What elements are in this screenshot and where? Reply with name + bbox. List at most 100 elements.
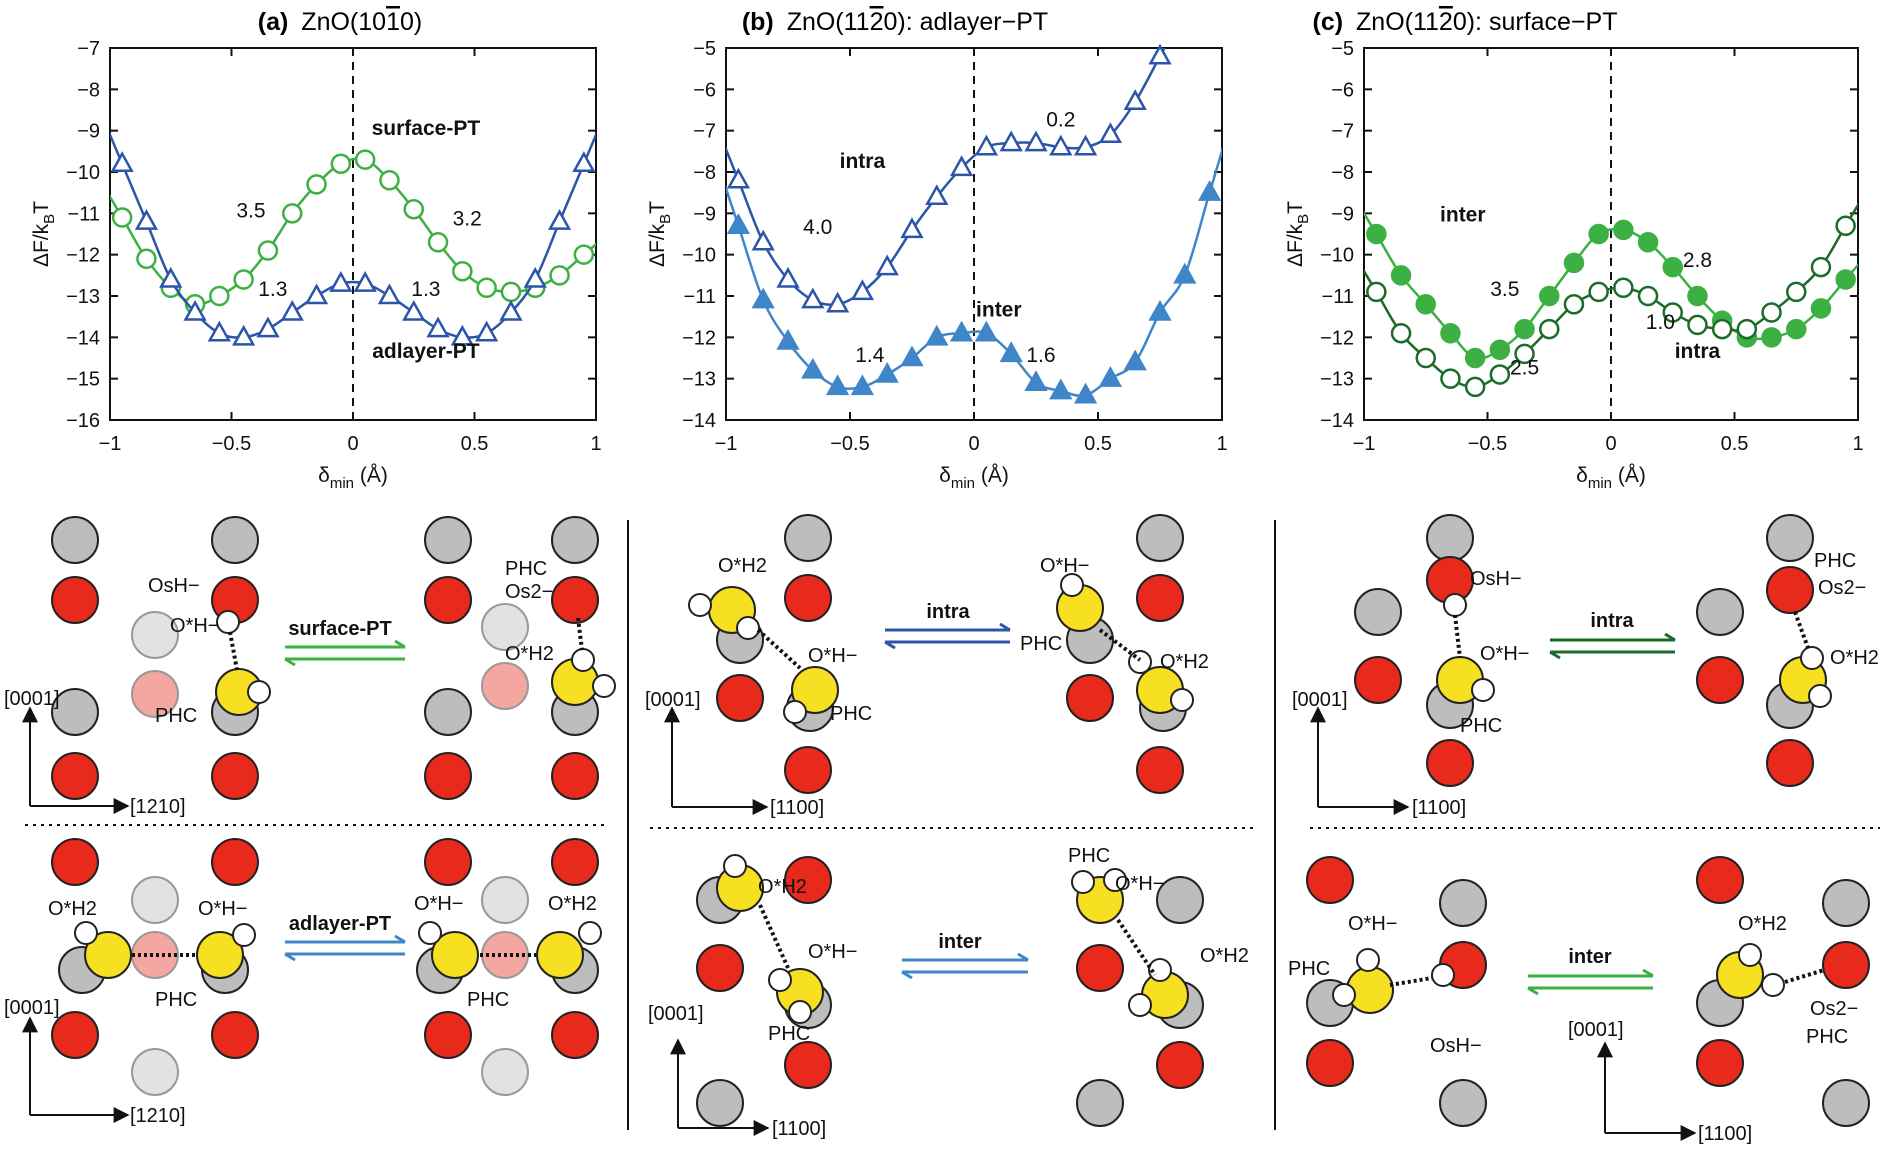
data-point — [726, 213, 751, 234]
data-point — [1539, 318, 1560, 340]
panel-c-title-text: ZnO(11 — [1356, 8, 1439, 36]
data-point — [1662, 302, 1683, 323]
data-point — [1024, 370, 1048, 392]
axis-label-vertical: [0001] — [648, 1003, 704, 1025]
arrow-label-surface-pt: surface-PT — [288, 618, 391, 640]
panel-a-title-text: ZnO(10 — [301, 8, 386, 36]
data-point — [232, 324, 256, 346]
arrow-backward — [1549, 650, 1675, 660]
data-point — [1098, 122, 1123, 144]
data-point — [949, 155, 974, 177]
data-point — [1123, 349, 1147, 371]
x-tick-label: 0 — [968, 433, 979, 455]
y-tick-label: −15 — [66, 369, 100, 391]
axis-label-horizontal: [1210] — [130, 1105, 186, 1127]
y-tick-label: −11 — [68, 203, 100, 225]
annotation: 3.5 — [1490, 278, 1519, 301]
x-tick-label: −1 — [715, 433, 738, 455]
data-point — [1440, 368, 1461, 389]
arrow-backward — [884, 640, 1010, 650]
arrow-forward — [902, 952, 1029, 962]
panel-b-top: O*H2 O*H− PHC O*H− PHC O*H2 intra [0001]… — [645, 514, 1209, 819]
data-point — [925, 184, 949, 206]
data-point — [726, 167, 751, 189]
annotation: 3.5 — [236, 199, 265, 222]
data-point — [1489, 364, 1511, 385]
data-point — [1073, 134, 1098, 156]
annotation: 2.8 — [1683, 249, 1712, 272]
arrow-forward — [885, 622, 1011, 632]
label-oh-right: O*H− — [1040, 555, 1089, 577]
y-tick-label: −13 — [1320, 369, 1354, 391]
x-tick-label: −0.5 — [830, 433, 869, 455]
label-oh: O*H− — [170, 615, 219, 637]
label-os2: Os2− — [505, 581, 553, 603]
y-tick-label: −6 — [693, 79, 716, 101]
data-point — [751, 287, 775, 309]
data-point — [1637, 232, 1659, 253]
axis-label-horizontal: [1100] — [770, 797, 824, 819]
data-point — [801, 287, 825, 309]
axis-label-horizontal: [1100] — [1412, 797, 1466, 819]
data-point — [1761, 302, 1782, 323]
x-tick-label: −0.5 — [212, 433, 251, 455]
data-point — [1197, 180, 1222, 201]
data-point — [850, 279, 875, 301]
data-point — [974, 134, 999, 156]
annotation: inter — [1440, 204, 1486, 227]
arrow-forward — [285, 639, 406, 649]
arrow-forward — [1550, 632, 1676, 642]
x-tick-label: −1 — [99, 433, 122, 455]
y-tick-label: −13 — [66, 286, 100, 308]
arrow-forward — [285, 934, 406, 944]
y-tick-label: −5 — [1331, 38, 1354, 60]
label-oh-left: O*H− — [1480, 643, 1529, 665]
data-point — [1073, 382, 1098, 404]
axis-label-vertical: [0001] — [645, 689, 701, 711]
annotation: surface-PT — [372, 117, 481, 140]
y-tick-label: −8 — [693, 162, 716, 184]
y-tick-label: −9 — [77, 121, 100, 143]
data-point — [776, 266, 800, 288]
y-tick-label: −14 — [66, 327, 100, 349]
arrow-backward — [901, 970, 1028, 980]
label-oh2-right: O*H2 — [505, 643, 554, 665]
arrow-backward — [1527, 986, 1653, 996]
y-tick-label: −12 — [1320, 327, 1354, 349]
label-phc-right: PHC — [1068, 845, 1110, 867]
y-tick-label: −13 — [682, 369, 716, 391]
data-point — [500, 281, 522, 303]
label-oh-left: O*H− — [808, 941, 857, 963]
data-point — [304, 283, 329, 305]
chart-b: −1 −0.5 0 0.5 1 −14 −13 −12 −11 −10 −9 −8 −7 −6 −5 δmin… — [646, 38, 1228, 492]
x-tick-label: 1 — [590, 433, 601, 455]
panel-a-title-bar: 1 — [386, 8, 400, 36]
data-point — [825, 291, 850, 313]
annotation: intra — [1675, 340, 1721, 363]
data-point — [1563, 252, 1585, 274]
data-point — [1613, 219, 1634, 241]
label-oh2-left: O*H2 — [758, 876, 807, 898]
annotation: 1.4 — [855, 344, 885, 367]
panel-b-title-text: ZnO(11 — [787, 8, 870, 36]
label-phc-right: PHC — [1814, 550, 1856, 572]
data-point — [1464, 347, 1486, 369]
panel-a-bottom: O*H2 O*H− PHC O*H− O*H2 PHC adlayer-PT [… — [4, 838, 602, 1127]
arrow-label-intra: intra — [1590, 610, 1634, 632]
data-point — [1390, 322, 1412, 344]
label-oh-left: O*H− — [198, 898, 247, 920]
data-point — [159, 266, 183, 288]
axis-label-vertical: [0001] — [4, 688, 60, 710]
data-point — [1687, 285, 1708, 307]
data-point — [134, 209, 159, 230]
data-point — [353, 271, 377, 292]
arrow-label-inter: inter — [938, 931, 982, 953]
series-line-0 — [1364, 210, 1858, 360]
arrow-label-inter: inter — [1568, 946, 1612, 968]
data-point — [1835, 269, 1856, 290]
y-tick-label: −9 — [693, 203, 716, 225]
annotation: intra — [840, 150, 886, 173]
data-point — [875, 254, 899, 276]
x-axis-label: δmin (Å) — [1576, 464, 1646, 492]
data-point — [1810, 298, 1832, 319]
